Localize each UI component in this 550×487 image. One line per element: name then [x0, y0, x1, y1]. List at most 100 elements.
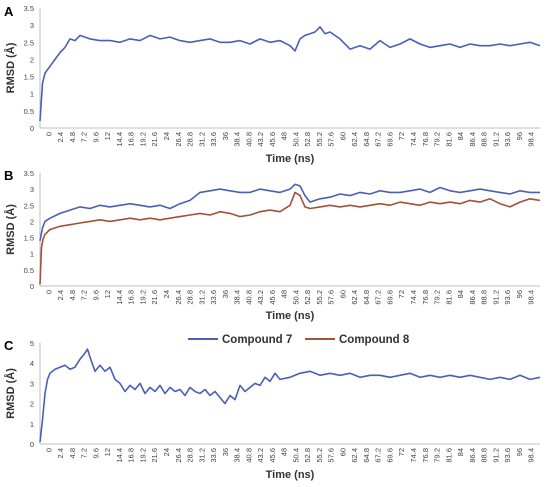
x-tick-label: 38.4 [233, 448, 242, 463]
panel-letter-b: B [4, 168, 13, 183]
x-tick-label: 79.2 [433, 132, 442, 147]
x-tick-label: 12 [103, 132, 112, 140]
x-tick-label: 19.2 [138, 132, 147, 147]
y-tick-label: 3 [30, 185, 34, 194]
x-tick-label: 24 [162, 448, 171, 456]
x-tick-label: 50.4 [291, 132, 300, 147]
x-tick-label: 81.6 [444, 448, 453, 463]
x-tick-label: 45.6 [268, 290, 277, 305]
y-axis-title: RMSD (Å) [4, 42, 17, 93]
y-tick-label: 2 [30, 55, 34, 64]
x-tick-label: 0 [44, 132, 53, 136]
x-tick-label: 40.8 [244, 290, 253, 305]
x-axis-title: Time (ns) [266, 153, 315, 165]
y-tick-label: 2.5 [24, 38, 34, 47]
x-tick-label: 33.6 [209, 132, 218, 147]
x-tick-label: 21.6 [150, 448, 159, 463]
x-tick-label: 31.2 [197, 448, 206, 463]
x-tick-label: 86.4 [468, 132, 477, 147]
x-tick-label: 67.2 [374, 290, 383, 305]
x-tick-label: 16.8 [127, 132, 136, 147]
x-tick-label: 14.4 [115, 290, 124, 305]
x-tick-label: 48 [280, 132, 289, 140]
x-tick-label: 67.2 [374, 448, 383, 463]
y-tick-label: 0 [30, 124, 34, 133]
x-tick-label: 9.6 [91, 132, 100, 142]
panel-letter-a: A [4, 4, 14, 19]
x-tick-label: 19.2 [138, 290, 147, 305]
x-tick-label: 96 [515, 448, 524, 456]
x-tick-label: 96 [515, 290, 524, 298]
x-tick-label: 91.2 [491, 132, 500, 147]
x-tick-label: 81.6 [444, 290, 453, 305]
x-tick-label: 84 [456, 290, 465, 298]
x-tick-label: 40.8 [244, 448, 253, 463]
x-tick-label: 88.8 [480, 448, 489, 463]
x-tick-label: 40.8 [244, 132, 253, 147]
y-tick-label: 2 [30, 400, 34, 409]
legend: Compound 7 Compound 8 [188, 334, 410, 346]
x-tick-label: 93.6 [503, 290, 512, 305]
panel-letter-c: C [4, 338, 14, 353]
y-axis-title: RMSD (Å) [4, 368, 17, 419]
x-tick-label: 93.6 [503, 448, 512, 463]
x-tick-label: 79.2 [433, 448, 442, 463]
series-line-compound-7 [39, 183, 540, 241]
x-tick-label: 26.4 [174, 132, 183, 147]
x-tick-label: 55.2 [315, 132, 324, 147]
x-tick-label: 62.4 [350, 290, 359, 305]
x-tick-label: 26.4 [174, 290, 183, 305]
y-tick-label: 3 [30, 379, 34, 388]
x-tick-label: 38.4 [233, 132, 242, 147]
x-tick-label: 50.4 [291, 290, 300, 305]
y-axis-title: RMSD (Å) [4, 204, 17, 255]
legend-label-compound-7: Compound 7 [222, 334, 292, 346]
y-tick-label: 2.5 [24, 201, 34, 210]
x-tick-label: 60 [338, 132, 347, 140]
x-tick-label: 14.4 [115, 132, 124, 147]
x-tick-label: 79.2 [433, 290, 442, 305]
x-tick-label: 52.8 [303, 448, 312, 463]
x-tick-label: 86.4 [468, 290, 477, 305]
x-tick-label: 28.8 [186, 132, 195, 147]
y-tick-label: 4 [30, 359, 34, 368]
x-tick-label: 33.6 [209, 448, 218, 463]
x-tick-label: 96 [515, 132, 524, 140]
x-tick-label: 62.4 [350, 132, 359, 147]
x-tick-label: 2.4 [56, 290, 65, 300]
y-tick-label: 5 [30, 339, 34, 348]
x-tick-label: 64.8 [362, 132, 371, 147]
y-tick-label: 1 [30, 90, 34, 99]
x-tick-label: 69.6 [385, 290, 394, 305]
y-tick-label: 1.5 [24, 73, 34, 82]
x-tick-label: 48 [280, 448, 289, 456]
x-tick-label: 81.6 [444, 132, 453, 147]
x-tick-label: 91.2 [491, 448, 500, 463]
x-tick-label: 72 [397, 132, 406, 140]
x-tick-label: 67.2 [374, 132, 383, 147]
x-tick-label: 45.6 [268, 132, 277, 147]
series-line-compound-8 [39, 191, 541, 285]
x-tick-label: 21.6 [150, 290, 159, 305]
x-tick-label: 62.4 [350, 448, 359, 463]
y-tick-label: 3.5 [24, 169, 34, 178]
x-tick-label: 9.6 [91, 448, 100, 458]
y-tick-label: 1 [30, 250, 34, 259]
x-tick-label: 9.6 [91, 290, 100, 300]
x-tick-label: 28.8 [186, 290, 195, 305]
x-tick-label: 16.8 [127, 448, 136, 463]
y-tick-label: 0 [30, 440, 34, 449]
y-tick-label: 1.5 [24, 234, 34, 243]
x-tick-label: 31.2 [197, 132, 206, 147]
x-tick-label: 57.6 [327, 448, 336, 463]
x-tick-label: 98.4 [527, 290, 536, 305]
x-tick-label: 7.2 [80, 132, 89, 142]
y-tick-label: 0 [30, 282, 34, 291]
x-tick-label: 2.4 [56, 448, 65, 458]
x-tick-label: 69.6 [385, 132, 394, 147]
x-tick-label: 4.8 [68, 448, 77, 458]
